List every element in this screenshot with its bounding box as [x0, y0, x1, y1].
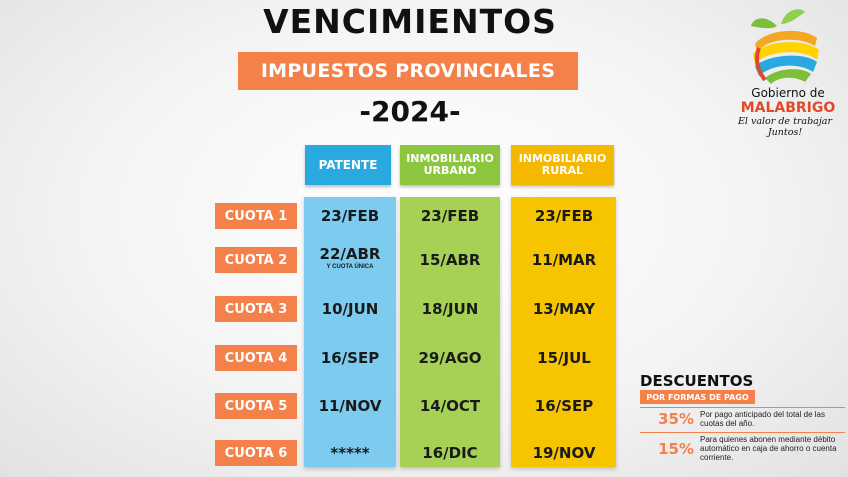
cuota-label: CUOTA 3	[215, 296, 297, 322]
column-header-rural: INMOBILIARIO RURAL	[511, 145, 614, 185]
year-label: -2024-	[359, 95, 461, 128]
date-cell-rural: 11/MAR	[531, 251, 597, 269]
discounts-title: DESCUENTOS	[640, 372, 754, 390]
date-cell-urbano: 14/OCT	[419, 397, 481, 415]
date-cell-patente: 23/FEB	[320, 207, 380, 225]
column-body-urbano	[400, 197, 500, 467]
cuota-label: CUOTA 6	[215, 440, 297, 466]
column-header-label: RURAL	[541, 164, 584, 177]
discount-percent: 35%	[658, 410, 694, 428]
column-header-label: INMOBILIARIO	[406, 152, 494, 165]
logo-town: MALABRIGO	[740, 100, 836, 116]
date-cell-patente: 11/NOV	[318, 397, 382, 415]
column-header-label: URBANO	[423, 164, 477, 177]
date-cell-urbano: 29/AGO	[418, 349, 482, 367]
discounts-subtitle: POR FORMAS DE PAGO	[640, 390, 755, 404]
cuota-label: CUOTA 4	[215, 345, 297, 371]
discounts-divider	[640, 407, 845, 408]
discount-percent: 15%	[658, 439, 694, 458]
date-cell-urbano: 23/FEB	[420, 207, 480, 225]
date-cell-rural: 19/NOV	[532, 444, 596, 462]
date-cell-rural: 13/MAY	[532, 300, 596, 318]
discount-text: Para quienes abonen mediante débito auto…	[700, 435, 837, 462]
cuota-label: CUOTA 5	[215, 393, 297, 419]
discount-text: Por pago anticipado del total de las cuo…	[700, 410, 825, 428]
discount-item: 15% Para quienes abonen mediante débito …	[640, 435, 842, 462]
date-cell-patente: 10/JUN	[321, 300, 379, 318]
patente-note: Y CUOTA ÚNICA	[326, 264, 374, 270]
date-cell-rural: 23/FEB	[534, 207, 594, 225]
cuota-label: CUOTA 2	[215, 247, 297, 273]
cuota-label: CUOTA 1	[215, 203, 297, 229]
logo-tagline: El valor de trabajar Juntos!	[738, 116, 832, 138]
column-header-urbano: INMOBILIARIO URBANO	[400, 145, 500, 185]
date-cell-patente: 16/SEP	[320, 349, 380, 367]
page-subtitle: IMPUESTOS PROVINCIALES	[238, 52, 578, 90]
column-header-patente: PATENTE	[305, 145, 391, 185]
date-cell-patente: *****	[330, 444, 370, 462]
date-cell-rural: 16/SEP	[534, 397, 594, 415]
date-cell-rural: 15/JUL	[537, 349, 591, 367]
date-cell-urbano: 18/JUN	[421, 300, 479, 318]
column-header-label: PATENTE	[318, 158, 378, 172]
discount-item: 35% Por pago anticipado del total de las…	[640, 410, 842, 428]
page-title: VENCIMIENTOS	[263, 2, 557, 41]
date-cell-urbano: 15/ABR	[419, 251, 481, 269]
column-body-rural	[511, 197, 616, 467]
date-cell-patente: 22/ABR	[319, 245, 381, 263]
malabrigo-logo-icon	[751, 9, 819, 84]
logo-name: Gobierno de	[751, 86, 825, 100]
date-cell-urbano: 16/DIC	[422, 444, 478, 462]
column-header-label: INMOBILIARIO	[518, 152, 607, 165]
discounts-divider	[640, 432, 845, 433]
column-body-patente	[304, 197, 396, 467]
